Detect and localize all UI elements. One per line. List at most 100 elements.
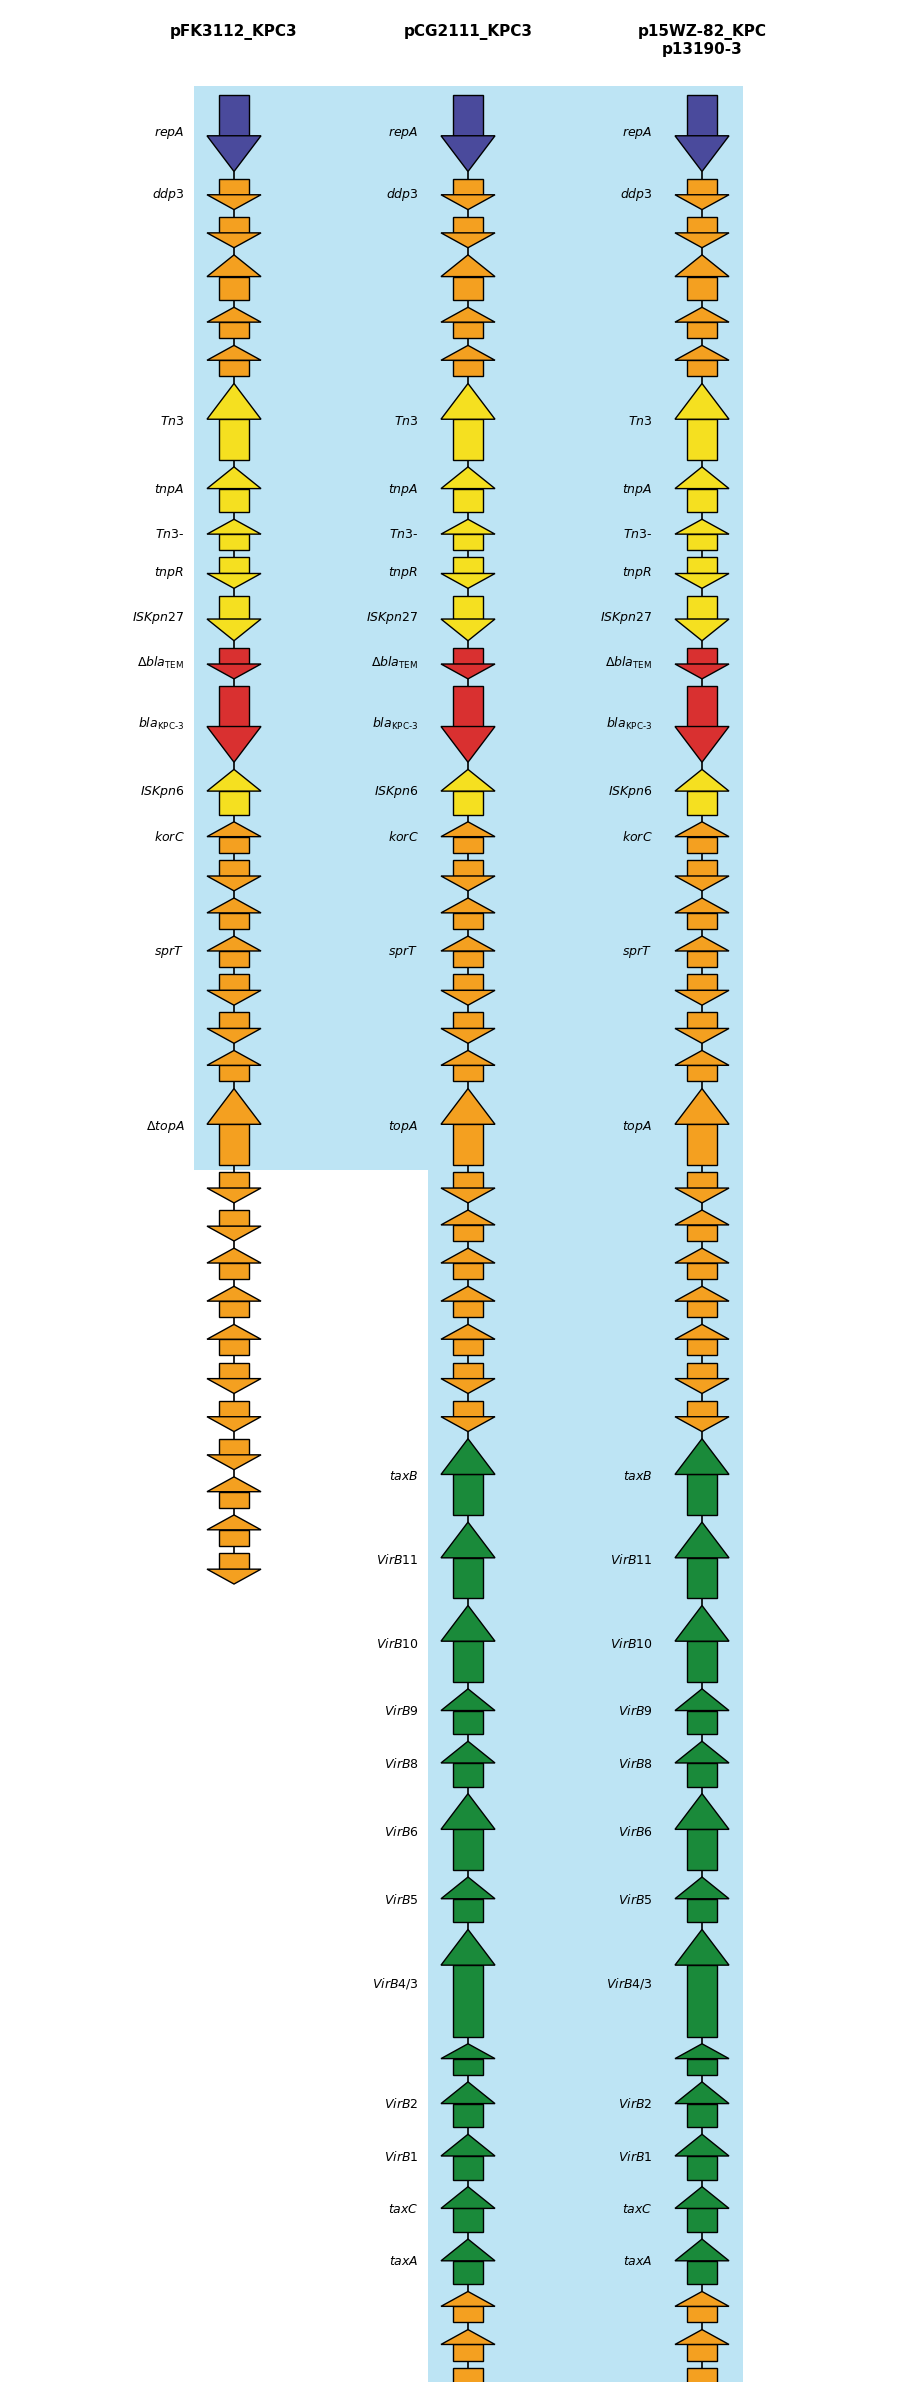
Text: $ddp3$: $ddp3$	[386, 186, 418, 202]
Text: $VirB11$: $VirB11$	[610, 1553, 652, 1567]
Text: pFK3112_KPC3: pFK3112_KPC3	[170, 24, 298, 40]
Polygon shape	[688, 1641, 716, 1682]
Polygon shape	[207, 195, 261, 210]
Polygon shape	[675, 1050, 729, 1065]
Polygon shape	[675, 1248, 729, 1262]
Polygon shape	[441, 991, 495, 1005]
Polygon shape	[454, 1829, 482, 1870]
Polygon shape	[220, 557, 248, 574]
Polygon shape	[675, 519, 729, 534]
Text: $korC$: $korC$	[388, 831, 418, 843]
Polygon shape	[441, 1189, 495, 1203]
Polygon shape	[454, 95, 482, 136]
Polygon shape	[675, 769, 729, 791]
Polygon shape	[441, 1605, 495, 1641]
Polygon shape	[454, 2306, 482, 2322]
Text: $\Delta bla_{\rm TEM}$: $\Delta bla_{\rm TEM}$	[138, 655, 184, 672]
Polygon shape	[441, 2239, 495, 2261]
Polygon shape	[675, 1089, 729, 1124]
Polygon shape	[441, 877, 495, 891]
Polygon shape	[220, 95, 248, 136]
Polygon shape	[220, 1553, 248, 1570]
Polygon shape	[220, 950, 248, 967]
Polygon shape	[454, 1012, 482, 1029]
Polygon shape	[675, 619, 729, 641]
Polygon shape	[220, 1065, 248, 1081]
Text: $taxA$: $taxA$	[623, 2256, 652, 2268]
Polygon shape	[688, 1829, 716, 1870]
Text: $Tn3\text{-}$: $Tn3\text{-}$	[389, 529, 419, 541]
Text: $sprT$: $sprT$	[155, 943, 184, 960]
Polygon shape	[675, 1286, 729, 1301]
Text: $Tn3$: $Tn3$	[160, 414, 184, 429]
Text: $repA$: $repA$	[388, 126, 418, 141]
Polygon shape	[207, 233, 261, 248]
Polygon shape	[220, 322, 248, 338]
Polygon shape	[454, 1641, 482, 1682]
Text: $ISKpn27$: $ISKpn27$	[132, 610, 184, 626]
Text: $tnpR$: $tnpR$	[622, 565, 652, 581]
Polygon shape	[207, 822, 261, 836]
Polygon shape	[454, 2103, 482, 2127]
Text: $ddp3$: $ddp3$	[152, 186, 184, 202]
Polygon shape	[454, 1124, 482, 1165]
Polygon shape	[454, 1301, 482, 1317]
Polygon shape	[194, 86, 274, 1170]
Polygon shape	[441, 2082, 495, 2103]
Polygon shape	[675, 2134, 729, 2156]
Polygon shape	[454, 217, 482, 233]
Text: $taxB$: $taxB$	[389, 1470, 419, 1484]
Text: $VirB10$: $VirB10$	[375, 1636, 419, 1651]
Polygon shape	[441, 2044, 495, 2058]
Polygon shape	[454, 1224, 482, 1241]
Polygon shape	[688, 860, 716, 877]
Text: $taxA$: $taxA$	[389, 2256, 419, 2268]
Polygon shape	[207, 1324, 261, 1339]
Polygon shape	[441, 769, 495, 791]
Polygon shape	[688, 2208, 716, 2232]
Text: $VirB8$: $VirB8$	[617, 1758, 652, 1770]
Polygon shape	[441, 136, 495, 172]
Polygon shape	[454, 2344, 482, 2361]
Polygon shape	[220, 596, 248, 619]
Polygon shape	[220, 217, 248, 233]
Polygon shape	[675, 1877, 729, 1898]
Polygon shape	[207, 574, 261, 588]
Polygon shape	[675, 1417, 729, 1432]
Polygon shape	[220, 276, 248, 300]
Polygon shape	[675, 384, 729, 419]
Polygon shape	[220, 1210, 248, 1227]
Polygon shape	[441, 1741, 495, 1763]
Polygon shape	[220, 360, 248, 376]
Polygon shape	[454, 596, 482, 619]
Polygon shape	[220, 1172, 248, 1189]
Polygon shape	[441, 2134, 495, 2156]
Polygon shape	[207, 769, 261, 791]
Polygon shape	[441, 1210, 495, 1224]
Polygon shape	[688, 1012, 716, 1029]
Polygon shape	[454, 360, 482, 376]
Polygon shape	[454, 2208, 482, 2232]
Polygon shape	[454, 1965, 482, 2037]
Polygon shape	[688, 557, 716, 574]
Polygon shape	[688, 2368, 716, 2382]
Polygon shape	[220, 686, 248, 727]
Polygon shape	[675, 2330, 729, 2344]
Polygon shape	[441, 255, 495, 276]
Polygon shape	[688, 836, 716, 853]
Polygon shape	[220, 974, 248, 991]
Text: $tnpR$: $tnpR$	[154, 565, 184, 581]
Polygon shape	[428, 86, 508, 2382]
Polygon shape	[207, 877, 261, 891]
Text: $Tn3\text{-}$: $Tn3\text{-}$	[623, 529, 652, 541]
Polygon shape	[675, 1029, 729, 1043]
Text: $VirB5$: $VirB5$	[618, 1894, 652, 1906]
Polygon shape	[688, 596, 716, 619]
Text: $sprT$: $sprT$	[389, 943, 419, 960]
Text: $VirB10$: $VirB10$	[609, 1636, 652, 1651]
Polygon shape	[207, 898, 261, 912]
Text: $topA$: $topA$	[622, 1120, 652, 1134]
Polygon shape	[454, 1262, 482, 1279]
Polygon shape	[688, 534, 716, 550]
Polygon shape	[220, 179, 248, 195]
